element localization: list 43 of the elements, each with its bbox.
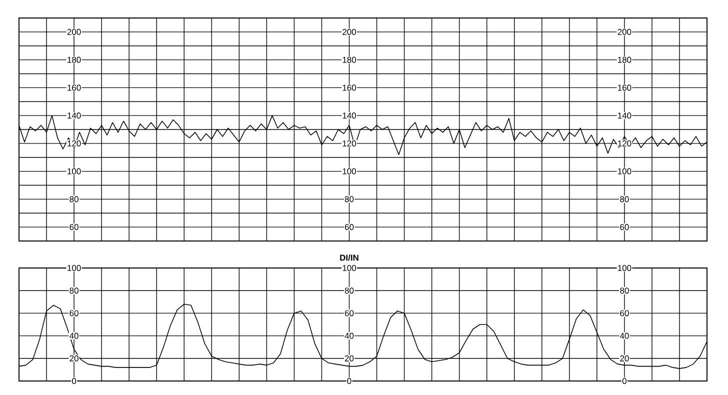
y3-tick-label: 100 <box>618 264 632 272</box>
y-tick-label: 120 <box>68 140 81 146</box>
y3-tick-label: 80 <box>620 288 629 294</box>
y2-tick-label: 80 <box>344 288 354 294</box>
y3-tick-label: 20 <box>620 355 629 362</box>
y-tick-label: 60 <box>70 224 78 230</box>
y2-tick-label: 180 <box>342 56 356 63</box>
y-tick-label: 20 <box>70 355 78 362</box>
y3-tick-label: 60 <box>620 310 629 316</box>
y-tick-label: 100 <box>68 264 81 272</box>
y2-tick-label: 100 <box>342 168 356 174</box>
y-tick-label: 180 <box>68 56 81 63</box>
y2-tick-label: 120 <box>342 140 356 146</box>
y3-tick-label: 160 <box>618 84 632 91</box>
y2-tick-label: 0 <box>347 378 352 384</box>
y2-tick-label: 160 <box>342 84 356 91</box>
y-tick-label: 80 <box>70 196 78 202</box>
y2-tick-label: 80 <box>344 196 354 202</box>
y3-tick-label: 60 <box>620 224 629 230</box>
y3-tick-label: 140 <box>618 112 632 119</box>
y3-tick-label: 80 <box>620 196 629 202</box>
y2-tick-label: 20 <box>344 355 354 362</box>
y2-tick-label: 40 <box>344 332 354 339</box>
y2-tick-label: 200 <box>342 28 356 35</box>
y-tick-label: 160 <box>68 84 81 91</box>
y2-axis-title: DI/IN <box>340 254 358 261</box>
y-tick-label: 80 <box>70 288 78 294</box>
y3-tick-label: 40 <box>620 332 629 339</box>
y-tick-label: 100 <box>68 168 81 174</box>
y3-tick-label: 180 <box>618 56 632 63</box>
y-tick-label: 140 <box>68 112 81 119</box>
y2-tick-label: 60 <box>344 224 354 230</box>
y-tick-label: 60 <box>70 310 78 316</box>
y3-tick-label: 100 <box>618 168 632 174</box>
y3-tick-label: 0 <box>622 378 626 384</box>
y-tick-label: 200 <box>67 28 81 35</box>
y3-tick-label: 120 <box>618 140 632 146</box>
y-tick-label: 40 <box>70 332 78 339</box>
y2-tick-label: 60 <box>344 310 354 316</box>
y3-tick-label: 200 <box>618 28 632 35</box>
y2-tick-label: 140 <box>342 112 356 119</box>
y-tick-label: 0 <box>72 378 76 384</box>
y2-tick-label: 100 <box>342 264 356 272</box>
